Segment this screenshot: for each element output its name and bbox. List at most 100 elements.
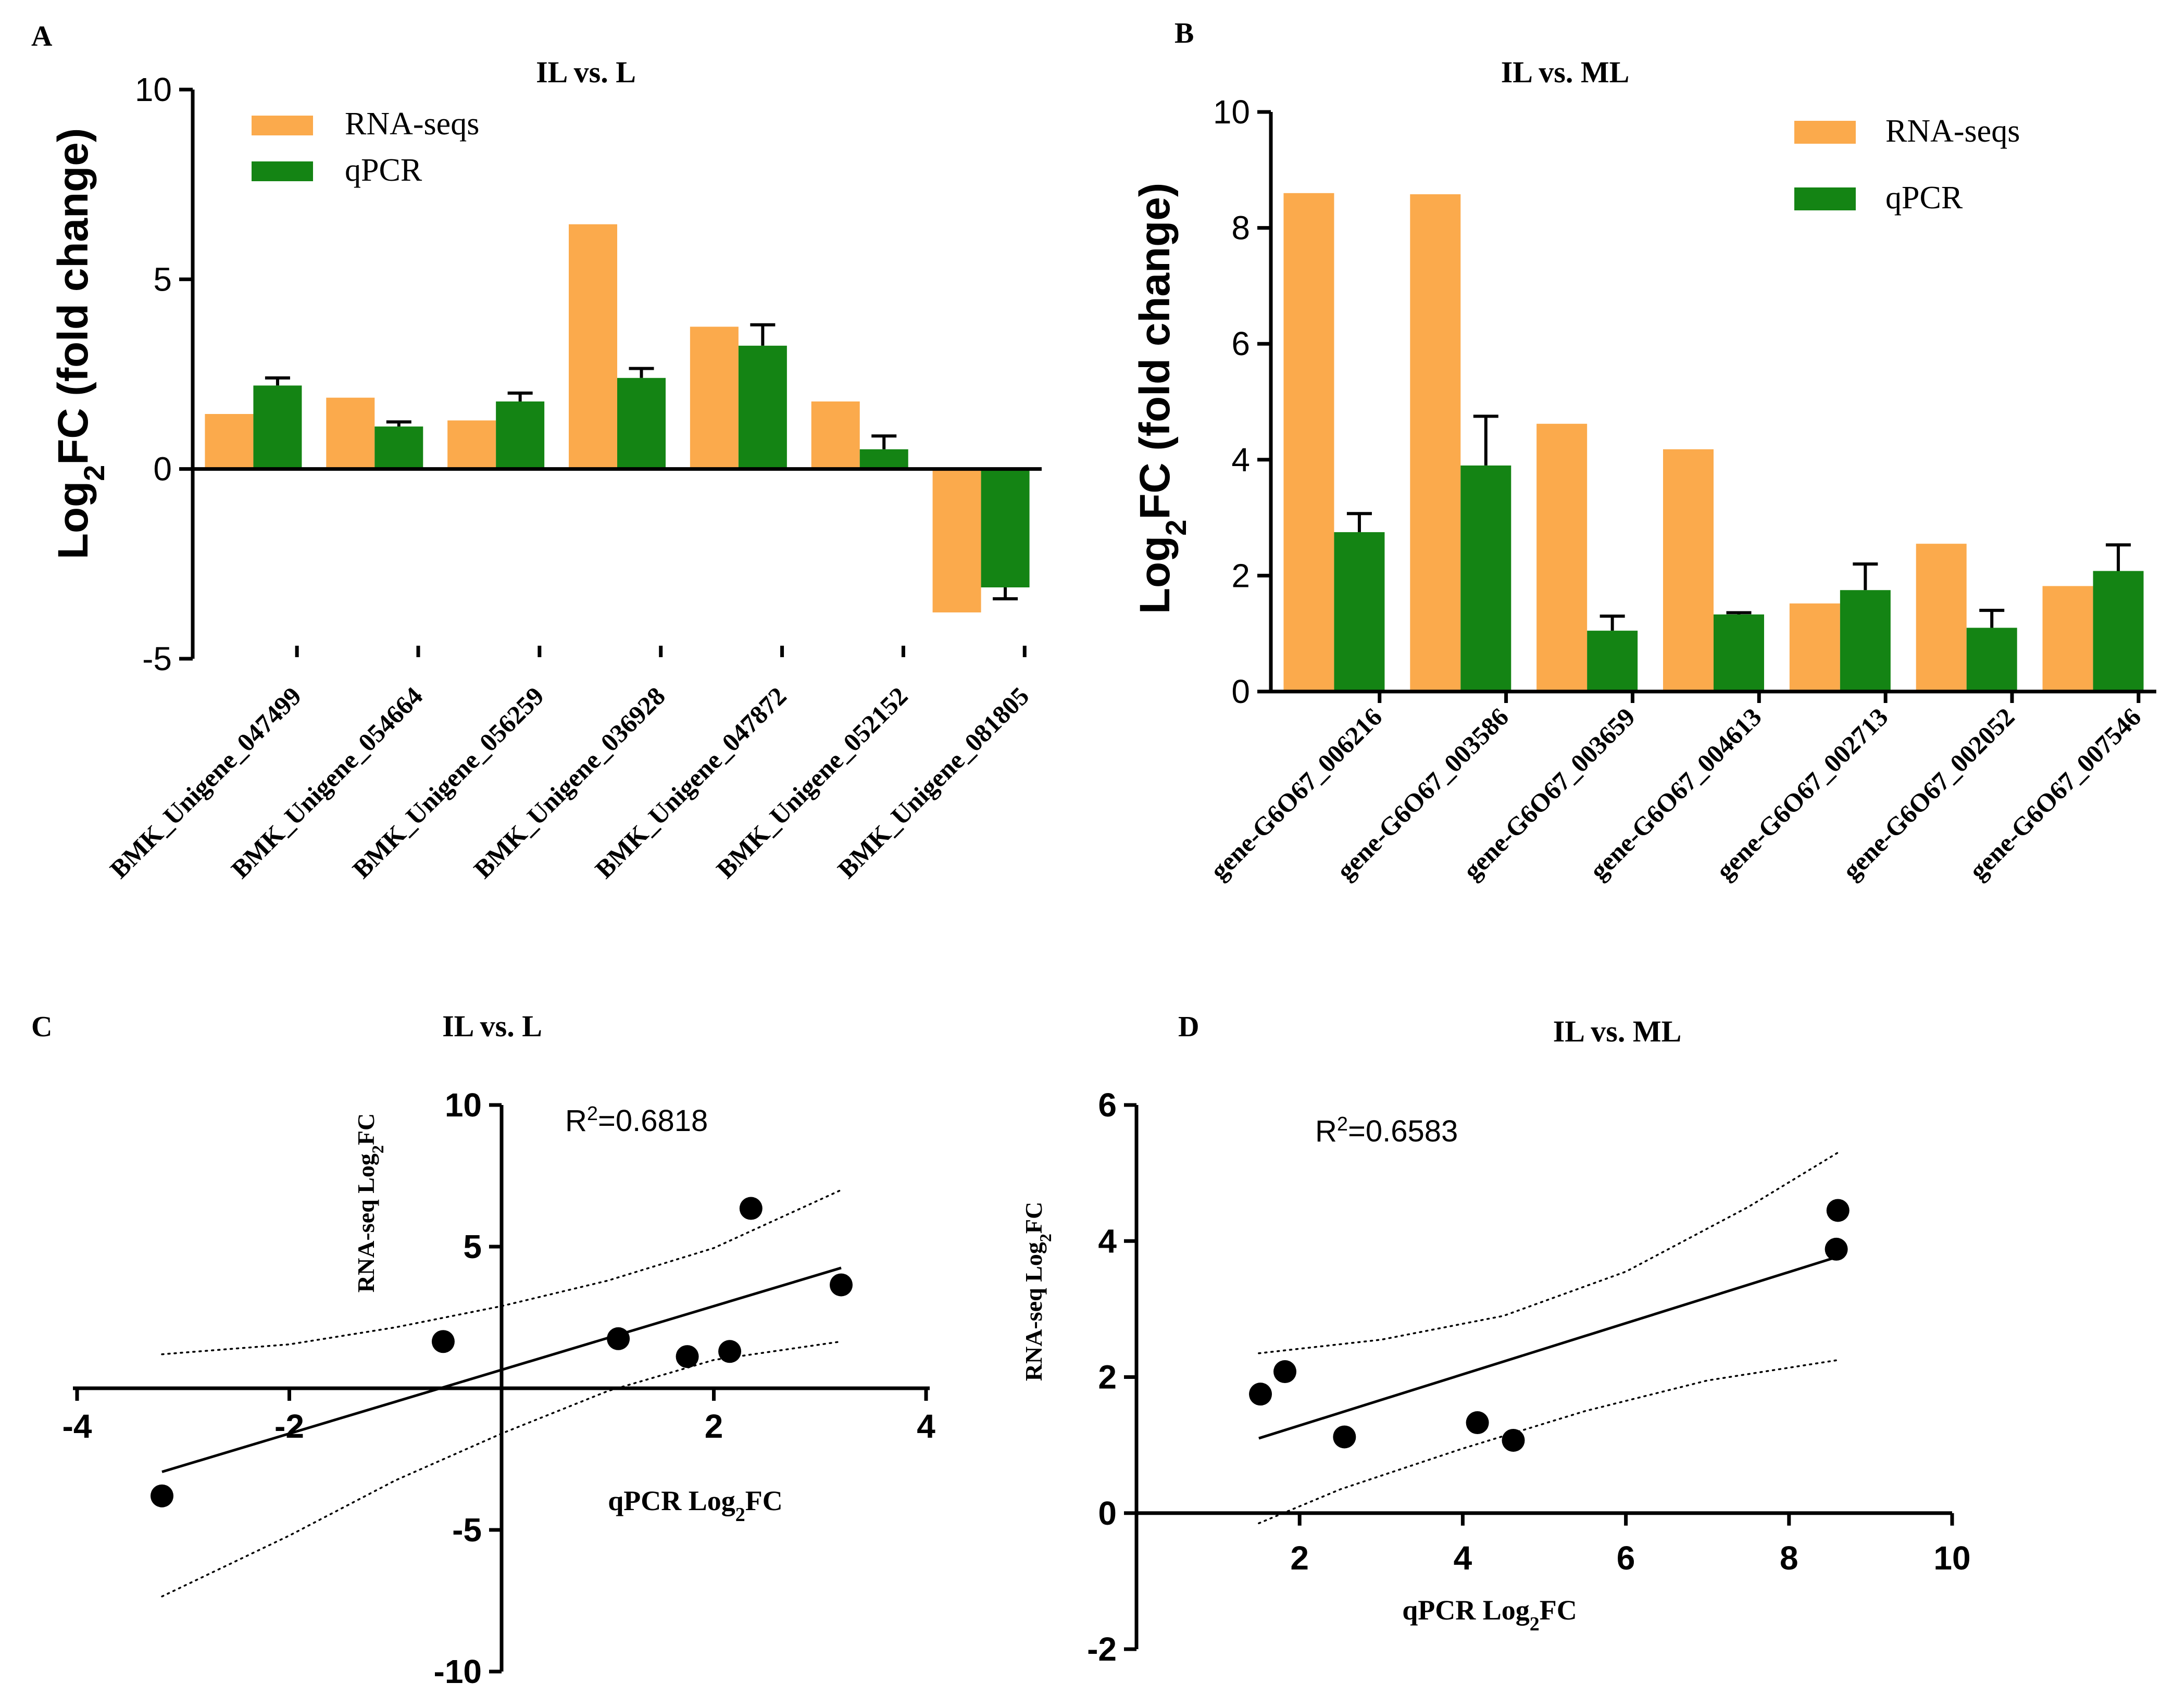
panel-letter-b: B bbox=[1175, 17, 1194, 49]
data-point bbox=[1466, 1411, 1489, 1435]
bar-rna-seqs bbox=[205, 414, 254, 469]
bar-qpcr bbox=[253, 385, 302, 469]
regression-line bbox=[1258, 1255, 1839, 1440]
bar-qpcr bbox=[1587, 631, 1638, 692]
y-tick-label: 10 bbox=[135, 71, 172, 108]
bar-rna-seqs bbox=[326, 397, 375, 469]
legend-swatch-qpcr-a bbox=[252, 161, 313, 181]
bar-qpcr bbox=[617, 378, 666, 469]
confidence-band-upper bbox=[1258, 1151, 1839, 1354]
data-point bbox=[1502, 1428, 1525, 1452]
panel-d-title: IL vs. ML bbox=[1553, 1014, 1682, 1048]
confidence-band-upper bbox=[161, 1189, 842, 1355]
panel-a-plot: BMK_Unigene_047499BMK_Unigene_054664BMK_… bbox=[104, 71, 1042, 884]
panel-c: C IL vs. L -4 -2 2 4 -10 -5 5 10 R2=0.6818 qPCR… bbox=[31, 1009, 935, 1690]
panel-a-legend: RNA-seqs qPCR bbox=[252, 106, 479, 188]
panel-c-ylabel: RNA-seq Log2FC bbox=[353, 1113, 387, 1292]
legend-label-rna-b: RNA-seqs bbox=[1885, 114, 2020, 149]
y-tick-label: -10 bbox=[434, 1653, 482, 1690]
legend-swatch-rna-b bbox=[1794, 121, 1856, 144]
y-tick-label: 0 bbox=[153, 450, 172, 488]
legend-swatch-rna-a bbox=[252, 116, 313, 135]
y-tick-label: 2 bbox=[1231, 557, 1250, 594]
y-tick-label: 4 bbox=[1231, 441, 1250, 479]
data-point bbox=[1249, 1383, 1272, 1406]
legend-label-qpcr-a: qPCR bbox=[345, 153, 422, 188]
data-point bbox=[1333, 1425, 1356, 1449]
panel-c-plot: -4 -2 2 4 -10 -5 5 10 bbox=[63, 1086, 936, 1690]
bar-rna-seqs bbox=[811, 401, 860, 469]
y-tick-label: 5 bbox=[463, 1228, 482, 1265]
panel-b-legend: RNA-seqs qPCR bbox=[1794, 114, 2020, 216]
bar-rna-seqs bbox=[932, 469, 981, 613]
panel-a: A IL vs. L Log2FC (fold change) BMK_Unig… bbox=[31, 20, 1042, 884]
panel-letter-a: A bbox=[31, 20, 53, 53]
confidence-band-lower bbox=[161, 1340, 842, 1598]
bar-rna-seqs bbox=[1663, 449, 1714, 692]
y-tick-label: -5 bbox=[142, 640, 172, 677]
data-point bbox=[1825, 1237, 1848, 1261]
y-tick-label: 5 bbox=[153, 260, 172, 298]
bar-rna-seqs bbox=[1283, 193, 1334, 692]
panel-b-plot: gene-G6O67_006216gene-G6O67_003586gene-G… bbox=[1204, 93, 2156, 885]
x-tick-label: 2 bbox=[705, 1408, 723, 1445]
x-tick-label: 4 bbox=[1454, 1539, 1472, 1577]
x-tick-label: 6 bbox=[1617, 1539, 1635, 1577]
panel-b: B IL vs. ML Log2FC (fold change) gene-G6… bbox=[1131, 17, 2156, 885]
data-point bbox=[718, 1340, 742, 1363]
panel-b-title: IL vs. ML bbox=[1501, 55, 1630, 89]
x-tick-label: -4 bbox=[63, 1408, 92, 1445]
data-point bbox=[1826, 1199, 1850, 1222]
bar-rna-seqs bbox=[569, 224, 617, 469]
bar-qpcr bbox=[859, 449, 908, 469]
panel-a-ylabel: Log2FC (fold change) bbox=[49, 128, 110, 559]
panel-c-r2: R2=0.6818 bbox=[565, 1103, 708, 1138]
panel-d-xlabel: qPCR Log2FC bbox=[1402, 1594, 1577, 1635]
regression-line bbox=[161, 1266, 842, 1473]
data-point bbox=[151, 1484, 173, 1508]
bar-qpcr bbox=[1460, 465, 1511, 692]
bar-qpcr bbox=[1966, 627, 2017, 692]
bar-qpcr bbox=[981, 469, 1030, 588]
y-tick-label: -5 bbox=[452, 1511, 482, 1549]
panel-d-r2: R2=0.6583 bbox=[1315, 1113, 1458, 1148]
legend-label-rna-a: RNA-seqs bbox=[345, 106, 479, 142]
panel-d-plot: 2 4 6 8 10 -2 0 2 4 6 bbox=[1087, 1086, 1971, 1668]
y-tick-label: -2 bbox=[1087, 1630, 1117, 1668]
bar-qpcr bbox=[738, 345, 787, 469]
bar-qpcr bbox=[496, 401, 545, 469]
panel-d: D IL vs. ML 2 4 6 8 10 -2 0 2 4 6 R2=0.6583 qPCR … bbox=[1020, 1011, 1971, 1668]
x-tick-label: 4 bbox=[917, 1408, 935, 1445]
panel-c-xlabel: qPCR Log2FC bbox=[608, 1485, 783, 1526]
legend-swatch-qpcr-b bbox=[1794, 187, 1856, 210]
data-point bbox=[739, 1197, 763, 1220]
legend-label-qpcr-b: qPCR bbox=[1885, 180, 1963, 216]
y-tick-label: 8 bbox=[1231, 209, 1250, 247]
x-tick-label: 10 bbox=[1933, 1539, 1970, 1577]
y-tick-label: 6 bbox=[1231, 325, 1250, 362]
y-tick-label: 0 bbox=[1098, 1494, 1117, 1532]
bar-rna-seqs bbox=[690, 326, 739, 469]
bar-rna-seqs bbox=[1536, 423, 1588, 692]
bar-qpcr bbox=[1714, 614, 1764, 692]
data-point bbox=[607, 1327, 630, 1350]
bar-rna-seqs bbox=[1410, 194, 1461, 692]
y-tick-label: 6 bbox=[1098, 1086, 1117, 1124]
panel-letter-d: D bbox=[1178, 1011, 1199, 1043]
y-tick-label: 10 bbox=[1213, 93, 1250, 131]
y-tick-label: 10 bbox=[445, 1086, 482, 1124]
y-tick-label: 2 bbox=[1098, 1359, 1117, 1396]
panel-a-title: IL vs. L bbox=[536, 55, 636, 89]
y-tick-label: 4 bbox=[1098, 1222, 1117, 1260]
bar-rna-seqs bbox=[447, 420, 496, 469]
panel-d-ylabel: RNA-seq Log2FC bbox=[1020, 1202, 1055, 1381]
data-point bbox=[830, 1273, 853, 1297]
data-point bbox=[431, 1330, 455, 1353]
bar-rna-seqs bbox=[1789, 603, 1840, 692]
bar-rna-seqs bbox=[1916, 544, 1967, 692]
panel-letter-c: C bbox=[31, 1011, 52, 1043]
bar-rna-seqs bbox=[2042, 586, 2093, 692]
panel-b-ylabel: Log2FC (fold change) bbox=[1131, 183, 1192, 614]
bar-qpcr bbox=[2093, 571, 2144, 692]
